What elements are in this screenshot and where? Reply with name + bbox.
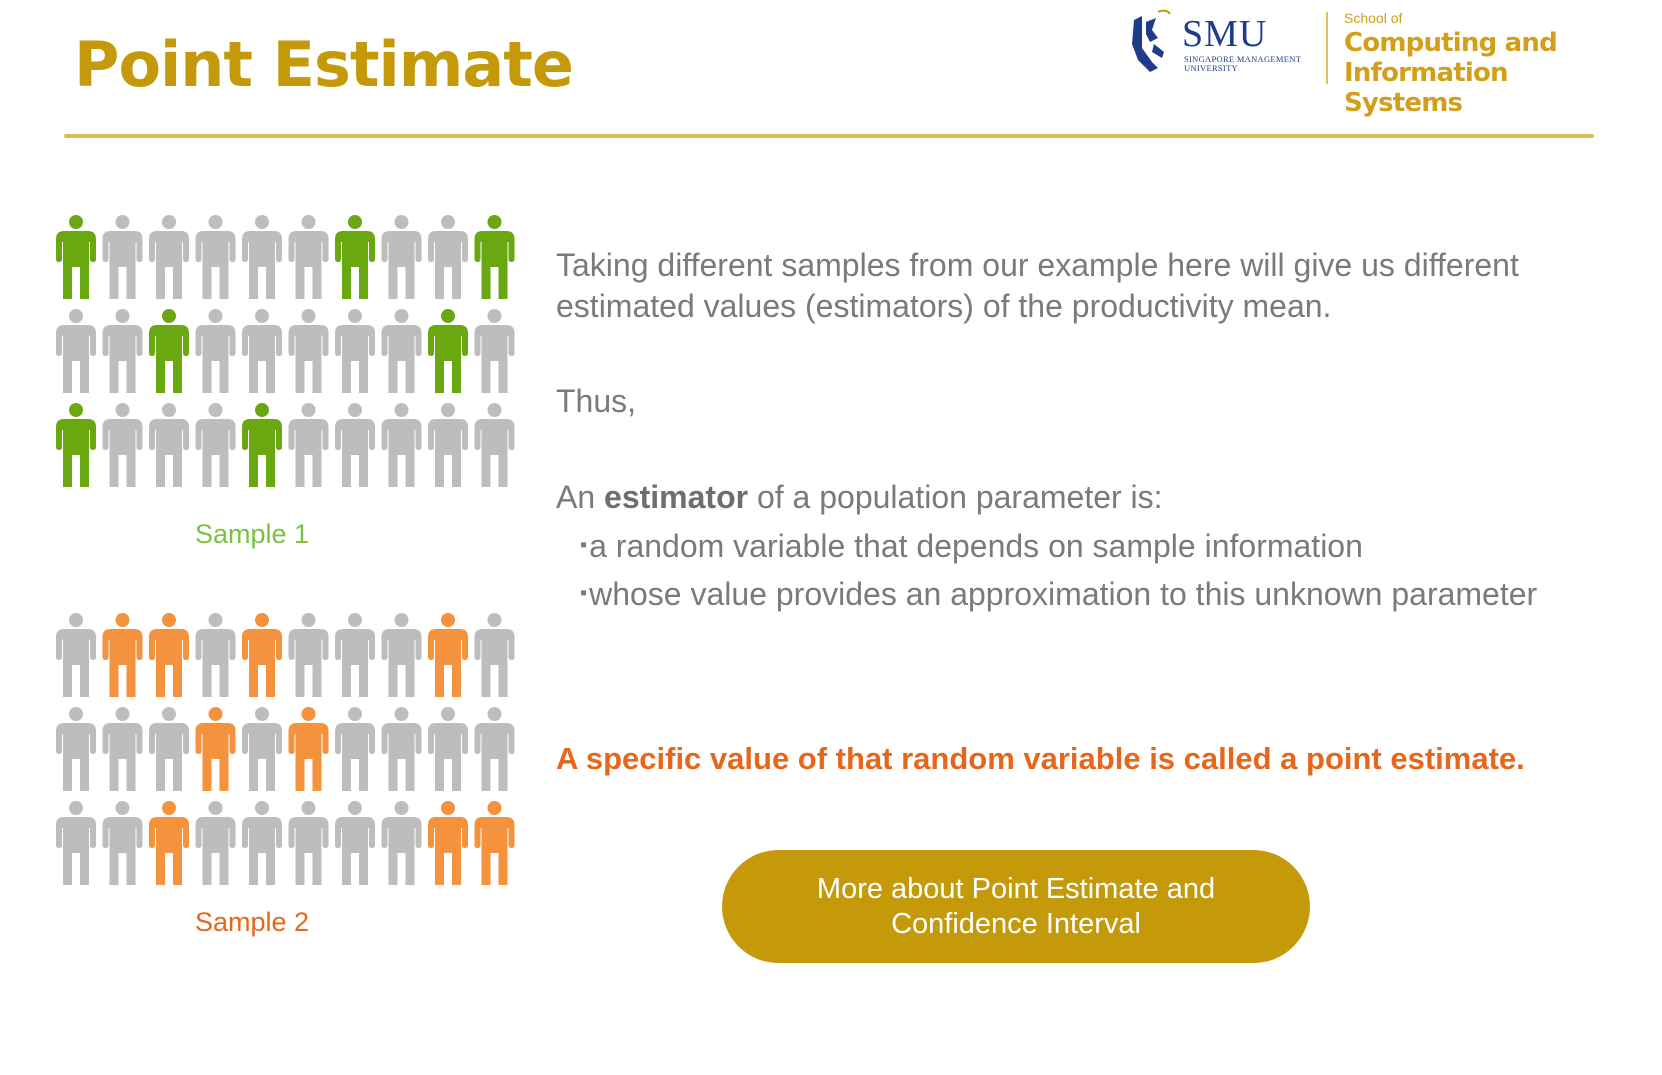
estimator-prefix: An xyxy=(556,479,605,515)
estimator-suffix: of a population parameter is: xyxy=(748,479,1163,515)
person-icon-selected xyxy=(56,215,96,299)
person-icon xyxy=(149,707,189,791)
person-icon xyxy=(381,403,422,487)
person-icon xyxy=(335,707,375,791)
person-icon-selected xyxy=(428,309,468,393)
person-icon xyxy=(242,707,282,791)
person-icon-selected xyxy=(195,707,236,791)
bullet-text: a random variable that depends on sample… xyxy=(589,528,1363,564)
bullet-text: whose value provides an approximation to… xyxy=(589,576,1538,612)
bullet-marker: ▪ xyxy=(580,534,588,556)
more-about-point-estimate-button[interactable]: More about Point Estimate and Confidence… xyxy=(722,850,1310,963)
smu-lion-emblem-icon xyxy=(1132,9,1171,72)
more-button-label: More about Point Estimate and Confidence… xyxy=(816,872,1216,940)
point-estimate-statement: A specific value of that random variable… xyxy=(556,741,1525,776)
person-icon-selected xyxy=(149,801,189,885)
bullet-item: ▪whose value provides an approximation t… xyxy=(580,573,1537,615)
logo-divider xyxy=(1326,12,1328,84)
person-icon xyxy=(102,215,143,299)
person-icon xyxy=(474,707,515,791)
person-icon xyxy=(288,215,329,299)
person-icon xyxy=(428,215,468,299)
sample-1-label: Sample 1 xyxy=(194,519,310,549)
person-icon xyxy=(149,403,189,487)
school-name: Computing and Information Systems xyxy=(1344,28,1558,118)
estimator-definition: An estimator of a population parameter i… xyxy=(556,477,1163,518)
sample-1-people-grid xyxy=(56,215,515,487)
person-icon xyxy=(381,215,422,299)
person-icon xyxy=(335,309,375,393)
person-icon-selected xyxy=(149,613,189,697)
person-icon xyxy=(195,403,236,487)
person-icon xyxy=(474,613,515,697)
bullet-marker: ▪ xyxy=(580,582,588,604)
person-icon xyxy=(335,801,375,885)
person-icon-selected xyxy=(242,613,282,697)
bullet-item: ▪a random variable that depends on sampl… xyxy=(580,525,1363,567)
page-title: Point Estimate xyxy=(74,28,574,101)
person-icon xyxy=(474,403,515,487)
person-icon xyxy=(288,801,329,885)
person-icon xyxy=(195,309,236,393)
person-icon xyxy=(102,801,143,885)
person-icon xyxy=(195,801,236,885)
person-icon xyxy=(335,613,375,697)
smu-full-name: Singapore Management University xyxy=(1184,54,1302,73)
person-icon-selected xyxy=(335,215,375,299)
person-icon-selected xyxy=(428,613,468,697)
person-icon xyxy=(102,707,143,791)
person-icon xyxy=(381,309,422,393)
person-icon xyxy=(56,613,96,697)
person-icon xyxy=(242,215,282,299)
smu-sis-logo: SMU Singapore Management University Scho… xyxy=(1128,8,1608,118)
person-icon-selected xyxy=(474,801,515,885)
person-icon xyxy=(428,707,468,791)
person-icon xyxy=(56,707,96,791)
school-prefix: School of xyxy=(1344,10,1403,26)
person-icon-selected xyxy=(242,403,282,487)
person-icon xyxy=(242,801,282,885)
person-icon xyxy=(56,309,96,393)
sample-2-label: Sample 2 xyxy=(194,907,310,937)
person-icon xyxy=(335,403,375,487)
person-icon-selected xyxy=(56,403,96,487)
estimator-term: estimator xyxy=(604,479,749,515)
person-icon xyxy=(288,309,329,393)
person-icon xyxy=(474,309,515,393)
person-icon xyxy=(102,403,143,487)
person-icon xyxy=(381,613,422,697)
smu-wordmark: SMU xyxy=(1182,13,1268,55)
sample-2-people-grid xyxy=(56,613,515,885)
person-icon xyxy=(381,707,422,791)
person-icon-selected xyxy=(428,801,468,885)
person-icon xyxy=(288,613,329,697)
person-icon xyxy=(381,801,422,885)
person-icon-selected xyxy=(149,309,189,393)
person-icon xyxy=(195,215,236,299)
person-icon-selected xyxy=(102,613,143,697)
person-icon xyxy=(56,801,96,885)
person-icon xyxy=(242,309,282,393)
person-icon xyxy=(288,403,329,487)
header-divider xyxy=(64,134,1594,138)
person-icon xyxy=(428,403,468,487)
intro-paragraph: Taking different samples from our exampl… xyxy=(556,247,1519,324)
person-icon xyxy=(195,613,236,697)
thus-paragraph: Thus, xyxy=(556,383,637,419)
person-icon-selected xyxy=(288,707,329,791)
person-icon xyxy=(149,215,189,299)
person-icon xyxy=(102,309,143,393)
person-icon-selected xyxy=(474,215,515,299)
